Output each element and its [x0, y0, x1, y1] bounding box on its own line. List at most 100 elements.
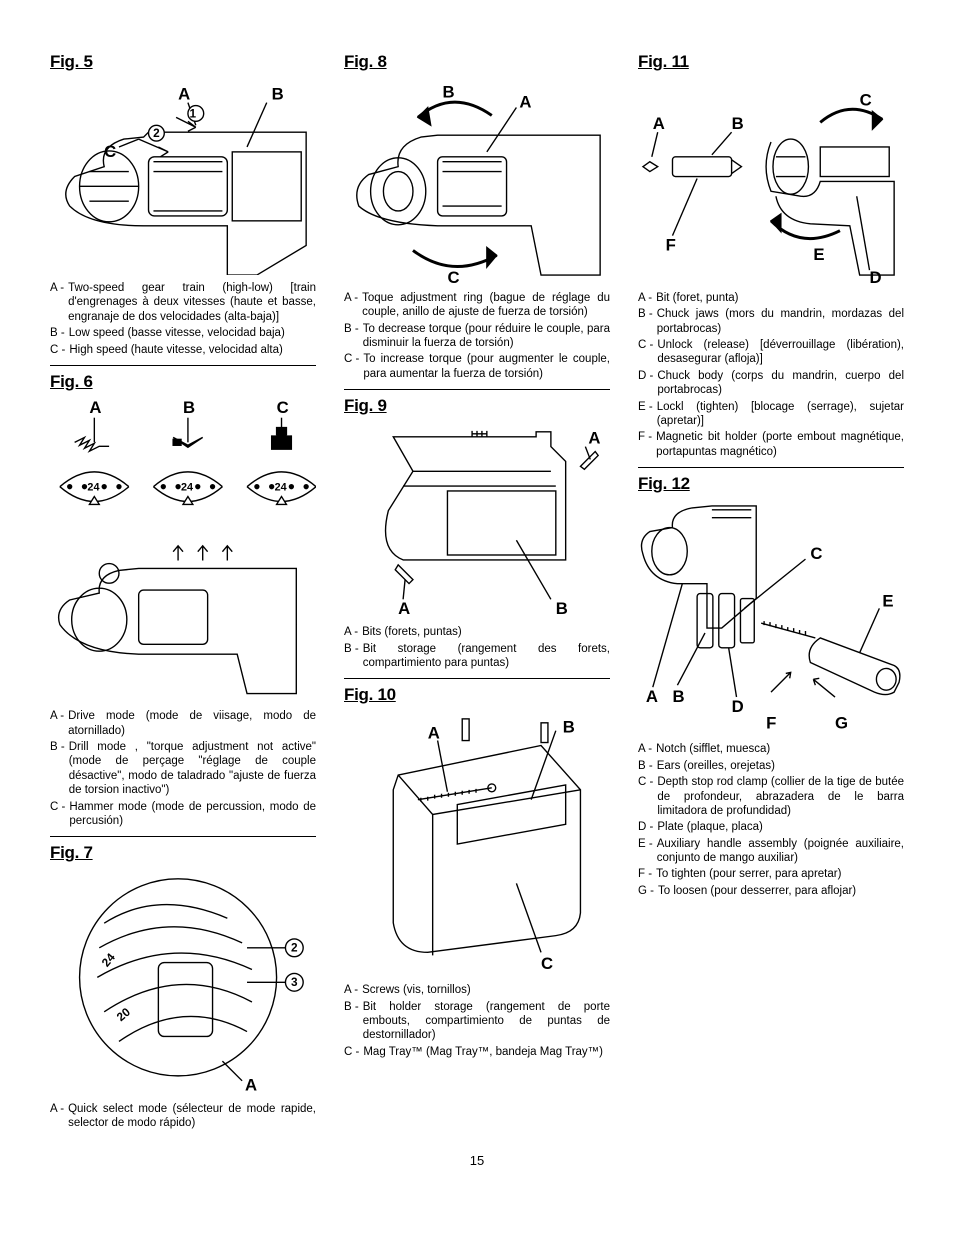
legend-row: C - High speed (haute vitesse, velocidad …: [50, 343, 316, 357]
legend-text: Two-speed gear train (high-low) [train d…: [68, 281, 316, 324]
legend-row: A -Quick select mode (sélecteur de mode …: [50, 1102, 316, 1131]
figure-11-title: Fig. 11: [638, 52, 904, 72]
fig7-scale-24: 24: [99, 950, 118, 969]
fig10-label-c: C: [541, 954, 553, 973]
legend-row: B - Chuck jaws (mors du mandrin, mordazas…: [638, 307, 904, 336]
fig10-label-a: A: [428, 724, 440, 743]
legend-row: B -Bit holder storage (rangement de port…: [344, 1000, 610, 1043]
legend-key: C -: [638, 338, 653, 367]
fig10-label-b: B: [563, 718, 575, 737]
fig7-num-2: 2: [291, 941, 298, 955]
fig12-label-g: G: [835, 714, 848, 733]
figure-9-title: Fig. 9: [344, 396, 610, 416]
fig12-label-e: E: [882, 591, 893, 610]
fig9-label-a2: A: [398, 599, 410, 618]
legend-text: Unlock (release) [déverrouillage (libéra…: [657, 338, 904, 367]
legend-key: D -: [638, 820, 653, 834]
legend-row: D -Plate (plaque, placa): [638, 820, 904, 834]
fig5-label-b: B: [272, 85, 284, 104]
legend-row: C - Mag Tray™ (Mag Tray™, bandeja Mag Tra…: [344, 1045, 610, 1059]
fig6-num-24c: 24: [275, 482, 287, 494]
figure-11-illustration: A B C D E F: [638, 78, 904, 285]
fig6-label-c: C: [277, 398, 289, 417]
legend-text: Low speed (basse vitesse, velocidad baja…: [69, 326, 316, 340]
fig5-num-2: 2: [153, 126, 160, 140]
fig12-label-f: F: [766, 714, 776, 733]
figure-9-legend: A -Bits (forets, puntas) B -Bit storage …: [344, 625, 610, 670]
fig11-label-b: B: [732, 114, 744, 133]
figure-12-title: Fig. 12: [638, 474, 904, 494]
figure-7-illustration: 2 3 20 24 A: [50, 869, 316, 1096]
figure-5-illustration: A B C 1 2: [50, 78, 316, 275]
legend-text: To tighten (pour serrer, para apretar): [656, 867, 904, 881]
figure-12-legend: A -Notch (sifflet, muesca) B -Ears (orei…: [638, 742, 904, 898]
legend-row: B - Ears (oreilles, orejetas): [638, 759, 904, 773]
legend-row: C - Depth stop rod clamp (collier de la t…: [638, 775, 904, 818]
legend-row: B - Bit storage (rangement des forets, co…: [344, 642, 610, 671]
fig12-label-c: C: [810, 544, 822, 563]
fig7-scale-20: 20: [114, 1005, 133, 1024]
legend-row: G -To loosen (pour desserrer, para afloj…: [638, 884, 904, 898]
legend-key: B -: [638, 759, 653, 773]
legend-text: To increase torque (pour augmenter le co…: [363, 352, 610, 381]
fig5-num-1: 1: [190, 106, 197, 120]
divider: [50, 836, 316, 837]
legend-key: A -: [344, 983, 358, 997]
legend-text: Mag Tray™ (Mag Tray™, bandeja Mag Tray™): [363, 1045, 610, 1059]
legend-key: C -: [50, 800, 65, 829]
legend-text: Drive mode (mode de viisage, modo de ato…: [68, 709, 316, 738]
legend-row: A - Screws (vis, tornillos): [344, 983, 610, 997]
legend-row: D - Chuck body (corps du mandrin, cuerpo …: [638, 369, 904, 398]
legend-text: Hammer mode (mode de percussion, modo de…: [69, 800, 316, 829]
legend-key: B -: [344, 322, 359, 351]
figure-7-legend: A -Quick select mode (sélecteur de mode …: [50, 1102, 316, 1131]
divider: [344, 678, 610, 679]
legend-row: C - Hammer mode (mode de percussion, modo…: [50, 800, 316, 829]
legend-key: C -: [638, 775, 653, 818]
fig7-label-a: A: [245, 1076, 257, 1095]
legend-text: Notch (sifflet, muesca): [656, 742, 904, 756]
legend-text: Chuck jaws (mors du mandrin, mordazas de…: [657, 307, 904, 336]
figure-10-title: Fig. 10: [344, 685, 610, 705]
figure-8-title: Fig. 8: [344, 52, 610, 72]
legend-text: Lockl (tighten) [blocage (serrage), suje…: [657, 400, 904, 429]
fig9-label-b: B: [556, 599, 568, 618]
legend-key: A -: [50, 281, 64, 324]
legend-key: B -: [50, 740, 65, 798]
legend-text: High speed (haute vitesse, velocidad alt…: [69, 343, 316, 357]
figure-8-illustration: B A C: [344, 78, 610, 285]
fig11-label-e: E: [813, 245, 824, 264]
legend-key: B -: [638, 307, 653, 336]
legend-text: Screws (vis, tornillos): [362, 983, 610, 997]
legend-key: A -: [50, 709, 64, 738]
legend-key: C -: [50, 343, 65, 357]
fig7-num-3: 3: [291, 976, 298, 990]
legend-key: G -: [638, 884, 654, 898]
fig8-label-a: A: [519, 93, 531, 112]
legend-text: Magnetic bit holder (porte embout magnét…: [656, 430, 904, 459]
legend-row: C -To increase torque (pour augmenter le…: [344, 352, 610, 381]
legend-key: B -: [344, 1000, 359, 1043]
fig12-label-b: B: [672, 687, 684, 706]
fig12-label-a: A: [646, 687, 658, 706]
legend-key: C -: [344, 1045, 359, 1059]
legend-key: D -: [638, 369, 653, 398]
legend-row: A -Bit (foret, punta): [638, 291, 904, 305]
fig8-label-c: C: [447, 268, 459, 285]
legend-text: Depth stop rod clamp (collier de la tige…: [657, 775, 904, 818]
fig12-label-d: D: [732, 697, 744, 716]
legend-text: Chuck body (corps du mandrin, cuerpo del…: [657, 369, 904, 398]
figure-12-illustration: A B C D E F G: [638, 500, 904, 736]
legend-key: B -: [344, 642, 359, 671]
legend-text: Ears (oreilles, orejetas): [657, 759, 904, 773]
fig5-label-c: C: [104, 142, 116, 161]
fig11-label-f: F: [666, 235, 676, 254]
fig6-num-24b: 24: [181, 482, 193, 494]
legend-text: Bit storage (rangement des forets, compa…: [363, 642, 610, 671]
column-layout: Fig. 5: [50, 48, 904, 1133]
legend-row: B -To decrease torque (pour réduire le c…: [344, 322, 610, 351]
fig11-label-d: D: [870, 268, 882, 285]
legend-key: A -: [344, 625, 358, 639]
figure-8-legend: A -Toque adjustment ring (bague de régla…: [344, 291, 610, 381]
legend-row: A - Two-speed gear train (high-low) [trai…: [50, 281, 316, 324]
